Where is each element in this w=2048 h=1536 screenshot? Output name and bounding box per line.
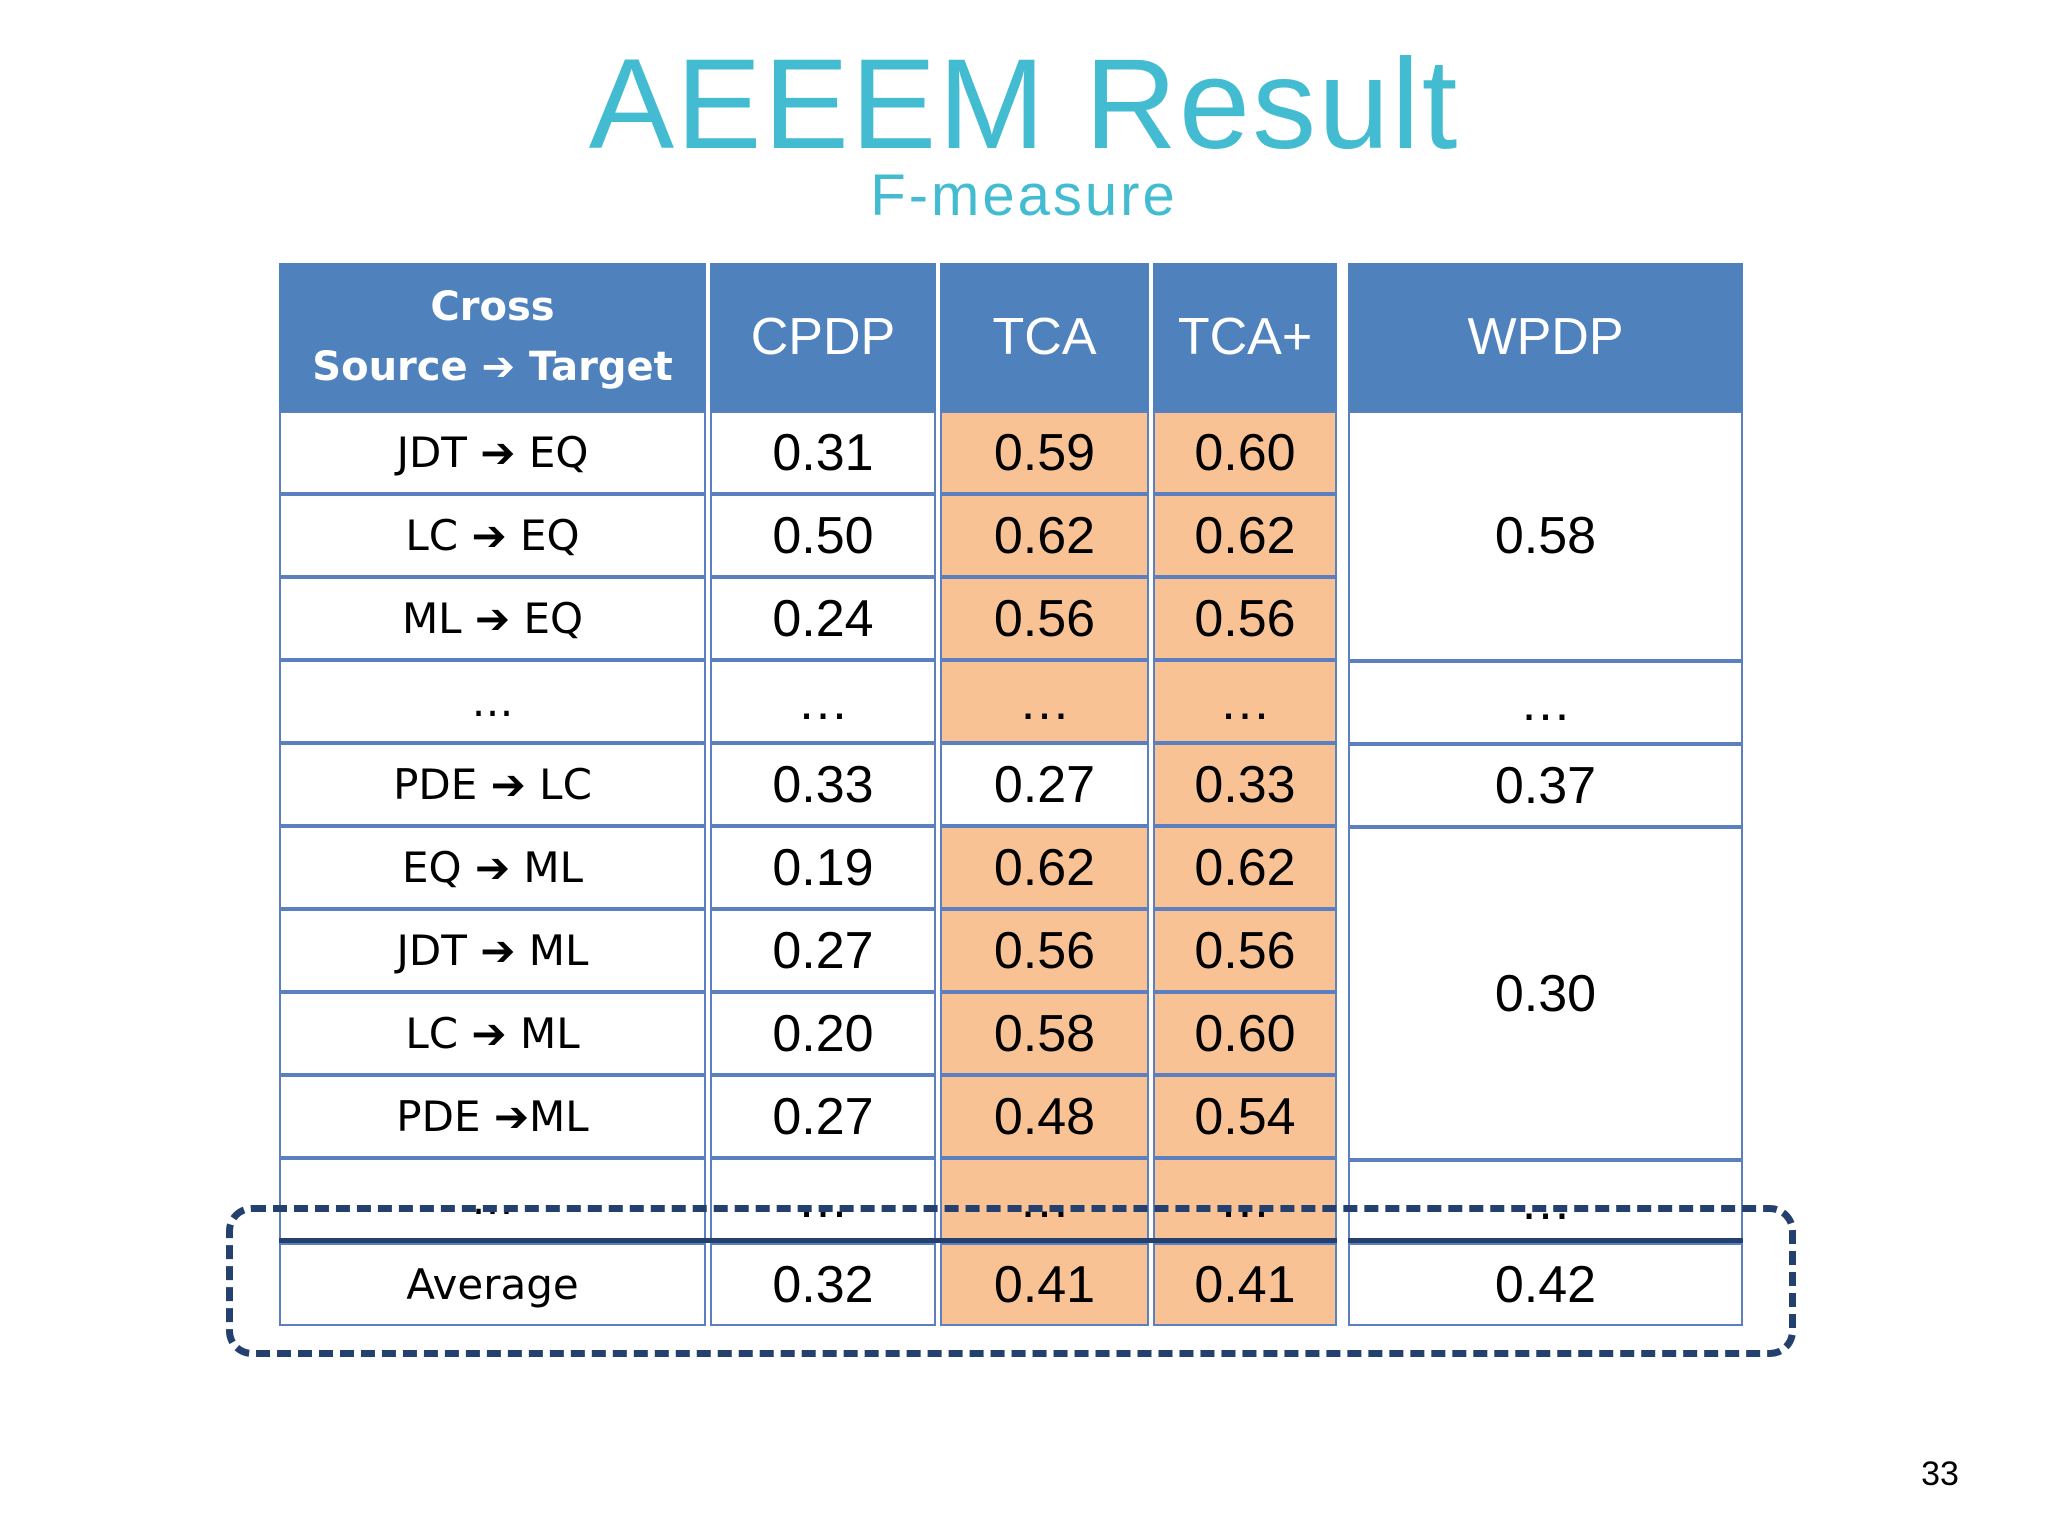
average-separator-left bbox=[279, 1238, 1337, 1243]
row-tca: 0.59 bbox=[940, 411, 1149, 494]
row-tca-plus: 0.56 bbox=[1153, 577, 1337, 660]
row-label: JDT ➔ EQ bbox=[279, 411, 706, 494]
wpdp-eq-group: 0.58 bbox=[1348, 411, 1743, 661]
row-label: PDE ➔ML bbox=[279, 1075, 706, 1158]
average-separator-right bbox=[1348, 1238, 1743, 1243]
row-tca: 0.27 bbox=[940, 743, 1149, 826]
row-tca: 0.56 bbox=[940, 577, 1149, 660]
average-tca: 0.41 bbox=[940, 1243, 1149, 1326]
header-cross-source-target: Cross Source ➔ Target bbox=[279, 263, 706, 411]
row-cpdp: 0.27 bbox=[710, 1075, 936, 1158]
row-label: … bbox=[279, 660, 706, 743]
wpdp-ellipsis-2: … bbox=[1348, 1160, 1743, 1243]
row-tca-plus: 0.60 bbox=[1153, 411, 1337, 494]
row-tca: 0.58 bbox=[940, 992, 1149, 1075]
average-label: Average bbox=[279, 1243, 706, 1326]
average-tca-plus: 0.41 bbox=[1153, 1243, 1337, 1326]
row-tca-plus: … bbox=[1153, 660, 1337, 743]
wpdp-ellipsis-1: … bbox=[1348, 661, 1743, 744]
row-label: EQ ➔ ML bbox=[279, 826, 706, 909]
row-cpdp: 0.24 bbox=[710, 577, 936, 660]
row-tca-plus: 0.56 bbox=[1153, 909, 1337, 992]
row-tca-plus: 0.60 bbox=[1153, 992, 1337, 1075]
page-number: 33 bbox=[1921, 1455, 1959, 1493]
row-cpdp: 0.19 bbox=[710, 826, 936, 909]
header-cpdp: CPDP bbox=[710, 263, 936, 411]
slide-title: AEEEM Result bbox=[588, 33, 1460, 176]
row-label: LC ➔ EQ bbox=[279, 494, 706, 577]
row-tca-plus: 0.54 bbox=[1153, 1075, 1337, 1158]
row-cpdp: 0.33 bbox=[710, 743, 936, 826]
row-tca: 0.62 bbox=[940, 494, 1149, 577]
row-cpdp: 0.50 bbox=[710, 494, 936, 577]
row-tca-plus: 0.62 bbox=[1153, 826, 1337, 909]
header-wpdp: WPDP bbox=[1348, 263, 1743, 411]
row-label: LC ➔ ML bbox=[279, 992, 706, 1075]
average-wpdp: 0.42 bbox=[1348, 1243, 1743, 1326]
row-tca-plus: 0.62 bbox=[1153, 494, 1337, 577]
row-cpdp: 0.20 bbox=[710, 992, 936, 1075]
row-tca: 0.48 bbox=[940, 1075, 1149, 1158]
row-tca: … bbox=[940, 660, 1149, 743]
row-cpdp: … bbox=[710, 1158, 936, 1241]
row-tca-plus: 0.33 bbox=[1153, 743, 1337, 826]
row-label: ML ➔ EQ bbox=[279, 577, 706, 660]
average-cpdp: 0.32 bbox=[710, 1243, 936, 1326]
header-tca-plus: TCA+ bbox=[1153, 263, 1337, 411]
header-cross-label: Cross bbox=[430, 284, 555, 330]
row-tca: 0.56 bbox=[940, 909, 1149, 992]
slide-subtitle: F-measure bbox=[870, 163, 1178, 228]
row-cpdp: 0.27 bbox=[710, 909, 936, 992]
row-cpdp: 0.31 bbox=[710, 411, 936, 494]
row-tca: 0.62 bbox=[940, 826, 1149, 909]
row-label: PDE ➔ LC bbox=[279, 743, 706, 826]
row-label: JDT ➔ ML bbox=[279, 909, 706, 992]
wpdp-pde-lc: 0.37 bbox=[1348, 744, 1743, 827]
header-source-target-label: Source ➔ Target bbox=[312, 344, 673, 390]
average-highlight-box bbox=[226, 1205, 1796, 1357]
header-tca: TCA bbox=[940, 263, 1149, 411]
row-cpdp: … bbox=[710, 660, 936, 743]
row-tca-plus: … bbox=[1153, 1158, 1337, 1241]
wpdp-ml-group: 0.30 bbox=[1348, 827, 1743, 1160]
